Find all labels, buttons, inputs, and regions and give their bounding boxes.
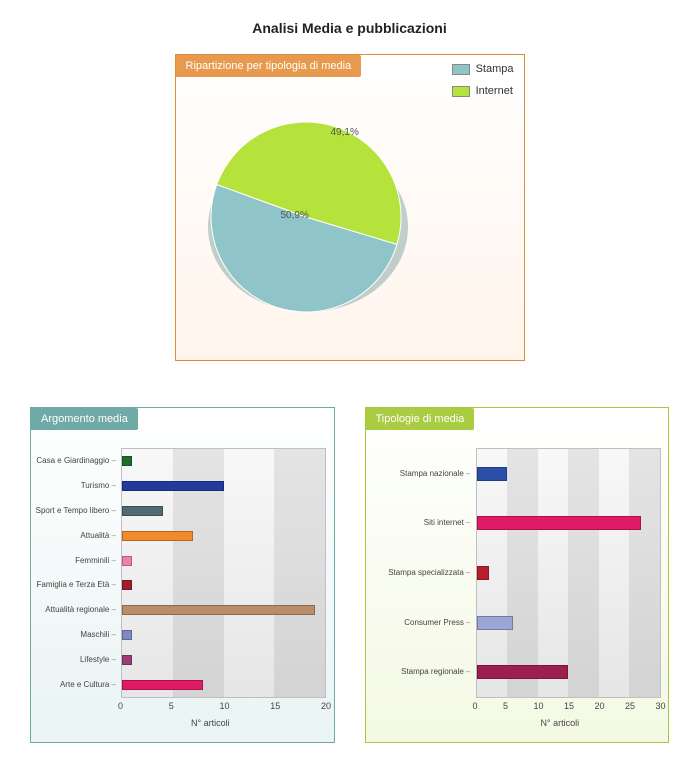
x-tick: 15 <box>270 701 280 711</box>
bar <box>477 616 514 630</box>
bar <box>122 556 132 566</box>
legend-swatch <box>452 64 470 75</box>
pie-chart-card: Ripartizione per tipologia di media 49,1… <box>175 54 525 361</box>
legend-label: Stampa <box>476 63 514 75</box>
bar <box>477 665 569 679</box>
legend-item: Stampa <box>452 63 514 75</box>
x-tick: 0 <box>473 701 478 711</box>
x-tick: 5 <box>169 701 174 711</box>
bar-right-xlabel: N° articoli <box>541 718 580 728</box>
x-tick: 10 <box>534 701 544 711</box>
x-tick: 20 <box>321 701 331 711</box>
category-label: Femminili – <box>31 556 116 565</box>
x-tick: 15 <box>564 701 574 711</box>
legend-swatch <box>452 86 470 97</box>
x-tick: 0 <box>118 701 123 711</box>
category-label: Arte e Cultura – <box>31 680 116 689</box>
category-label: Turismo – <box>31 481 116 490</box>
bar-left-title: Argomento media <box>31 408 138 430</box>
category-label: Sport e Tempo libero – <box>31 506 116 515</box>
bar <box>122 580 132 590</box>
bar <box>122 456 132 466</box>
category-label: Casa e Giardinaggio – <box>31 456 116 465</box>
bar-left-plot: 05101520Casa e Giardinaggio –Turismo –Sp… <box>121 448 326 698</box>
category-label: Attualità – <box>31 531 116 540</box>
bar <box>477 516 642 530</box>
pie-slice-label: 49,1% <box>331 127 359 138</box>
bar-left-card: Argomento media 05101520Casa e Giardinag… <box>30 407 335 743</box>
bar-right-title: Tipologie di media <box>366 408 475 430</box>
pie-slice-label: 50,9% <box>281 210 309 221</box>
x-tick: 25 <box>625 701 635 711</box>
category-label: Maschili – <box>31 630 116 639</box>
pie-chart-title: Ripartizione per tipologia di media <box>176 55 362 77</box>
bar <box>122 655 132 665</box>
category-label: Consumer Press – <box>366 618 471 627</box>
category-label: Siti internet – <box>366 518 471 527</box>
pie-svg <box>176 77 496 327</box>
x-tick: 5 <box>503 701 508 711</box>
bar <box>122 506 163 516</box>
bar <box>122 630 132 640</box>
legend-item: Internet <box>452 85 514 97</box>
bar <box>122 605 315 615</box>
category-label: Stampa specializzata – <box>366 568 471 577</box>
category-label: Stampa nazionale – <box>366 469 471 478</box>
category-label: Famiglia e Terza Età – <box>31 580 116 589</box>
pie-legend: Stampa Internet <box>452 63 514 107</box>
bar <box>122 680 203 690</box>
bar <box>122 481 224 491</box>
bar <box>477 467 508 481</box>
x-tick: 10 <box>220 701 230 711</box>
category-label: Lifestyle – <box>31 655 116 664</box>
bar <box>477 566 489 580</box>
bar-right-plot: 051015202530Stampa nazionale –Siti inter… <box>476 448 661 698</box>
page-title: Analisi Media e pubblicazioni <box>20 20 679 36</box>
category-label: Stampa regionale – <box>366 667 471 676</box>
x-tick: 20 <box>595 701 605 711</box>
bar-left-xlabel: N° articoli <box>191 718 230 728</box>
bar <box>122 531 193 541</box>
x-tick: 30 <box>656 701 666 711</box>
category-label: Attualità regionale – <box>31 605 116 614</box>
legend-label: Internet <box>476 85 513 97</box>
bar-right-card: Tipologie di media 051015202530Stampa na… <box>365 407 670 743</box>
pie-plot-area: 49,1% 50,9% Stampa Internet <box>176 77 496 327</box>
